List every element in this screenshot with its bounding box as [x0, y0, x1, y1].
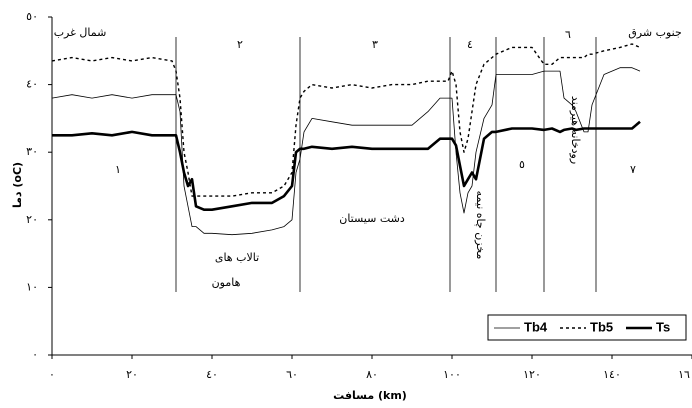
x-tick-label: ١٢٠	[523, 368, 541, 381]
series-line	[52, 120, 641, 211]
annotation: ٤	[467, 38, 473, 51]
y-tick-label: ٣٠	[26, 145, 38, 158]
annotation: شمال غرب	[54, 26, 107, 39]
x-tick-label: ٢٠	[126, 368, 138, 381]
y-tick-label: ٥٠	[26, 10, 38, 23]
x-tick-label: ٦٠	[286, 368, 298, 381]
y-tick-label: ١٠	[26, 280, 38, 293]
annotation: ٧	[630, 163, 636, 176]
y-axis-label: دما (oC)	[11, 162, 24, 208]
x-tick-label: ١٤٠	[603, 368, 621, 381]
series-line	[51, 67, 641, 236]
series-line	[51, 43, 641, 197]
legend-box	[487, 314, 687, 341]
x-tick-label: ٠	[49, 368, 55, 381]
x-axis-label: مسافت (km)	[333, 389, 407, 402]
annotation: ٦	[565, 28, 571, 41]
annotation: جنوب شرق	[628, 26, 681, 39]
annotation: هامون	[212, 276, 241, 289]
annotation: ١	[115, 163, 121, 176]
x-tick-label: ٤٠	[206, 368, 218, 381]
legend-label: Tb4	[524, 319, 548, 334]
x-tick-label: ٨٠	[366, 368, 378, 381]
y-tick-label: ٠	[32, 348, 38, 361]
legend-label: Ts	[656, 319, 670, 334]
y-tick-label: ٤٠	[26, 78, 38, 91]
x-tick-label: ١٦	[678, 368, 690, 381]
y-tick-label: ٢٠	[26, 213, 38, 226]
annotation: ٥	[519, 158, 525, 171]
annotation: تالاب های	[215, 251, 259, 264]
annotation: مخزن چاه نیمه	[474, 191, 487, 260]
annotation: رودخانه هیرمند	[569, 96, 582, 164]
annotation: ٣	[372, 38, 378, 51]
annotation: ٢	[237, 38, 243, 51]
annotation: دشت سیستان	[339, 212, 405, 225]
legend-label: Tb5	[590, 319, 613, 334]
x-tick-label: ١٠٠	[443, 368, 461, 381]
